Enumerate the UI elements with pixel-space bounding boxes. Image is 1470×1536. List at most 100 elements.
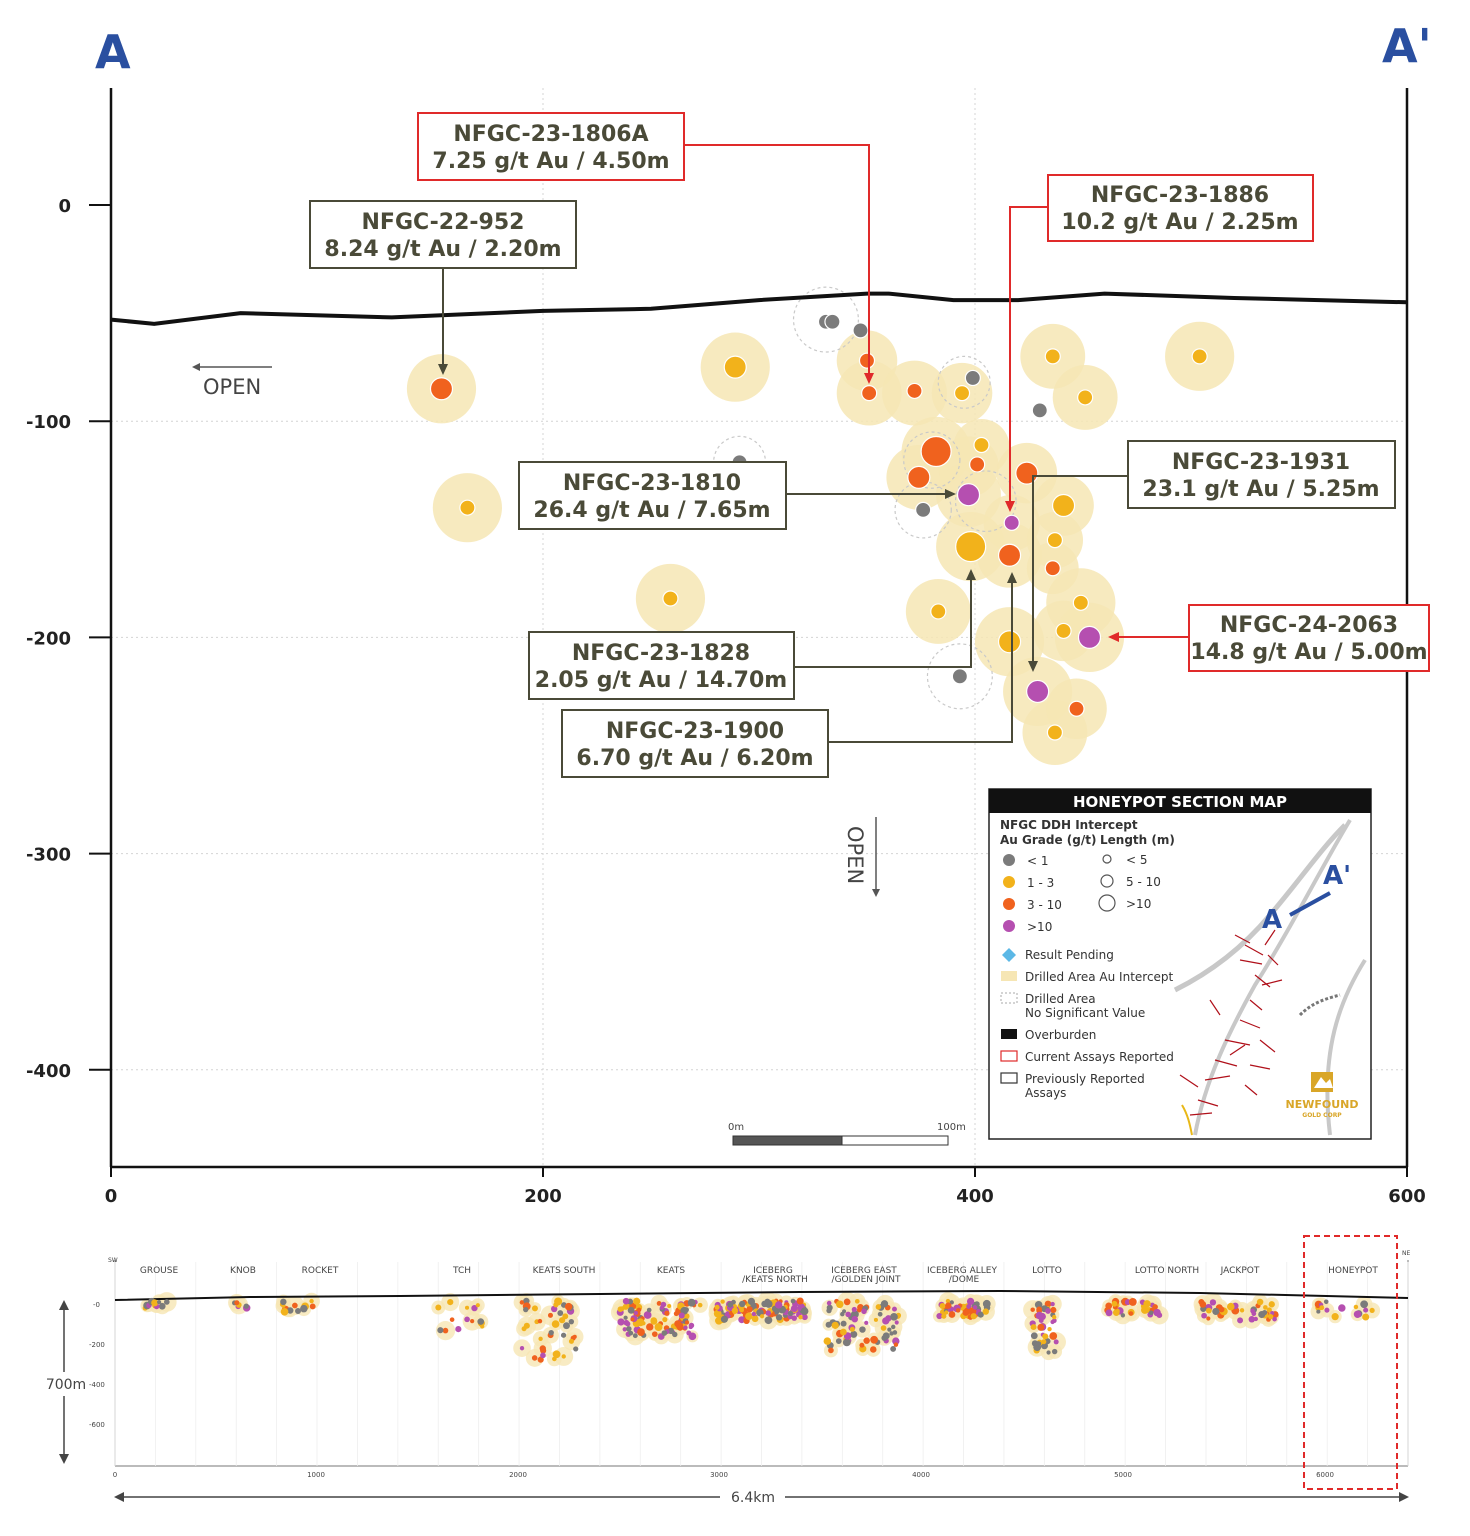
long-point bbox=[442, 1327, 449, 1334]
y-tick-label: -400 bbox=[26, 1061, 71, 1082]
long-point bbox=[475, 1303, 480, 1308]
long-point bbox=[955, 1308, 961, 1313]
intercept-point bbox=[1072, 594, 1089, 611]
long-point bbox=[568, 1338, 574, 1344]
callout-1806a-value: 7.25 g/t Au / 4.50m bbox=[432, 149, 669, 174]
long-point bbox=[835, 1338, 842, 1344]
depth-label: 700m bbox=[46, 1377, 86, 1393]
long-point bbox=[882, 1332, 890, 1340]
intercept-point bbox=[907, 465, 931, 490]
long-point bbox=[949, 1300, 954, 1305]
long-point bbox=[877, 1311, 883, 1317]
long-point bbox=[828, 1347, 834, 1354]
intercept-point bbox=[920, 435, 952, 468]
intercept-point bbox=[906, 382, 923, 400]
no-significant-area bbox=[954, 470, 1017, 533]
long-point bbox=[836, 1300, 844, 1309]
long-point bbox=[659, 1305, 665, 1310]
long-point bbox=[1237, 1317, 1244, 1324]
long-point bbox=[1152, 1304, 1158, 1310]
long-point bbox=[656, 1301, 662, 1306]
zone-lotto: LOTTO bbox=[1032, 1266, 1062, 1276]
long-point bbox=[1353, 1310, 1362, 1319]
long-point bbox=[936, 1313, 943, 1320]
intercept-point bbox=[997, 630, 1022, 654]
intercept-point bbox=[662, 590, 679, 607]
long-point bbox=[157, 1299, 162, 1305]
long-point bbox=[523, 1306, 529, 1313]
intercept-point bbox=[955, 530, 987, 563]
callout-1810-id: NFGC-23-1810 bbox=[563, 471, 741, 496]
long-point bbox=[1128, 1311, 1134, 1316]
long-point bbox=[1256, 1298, 1264, 1306]
long-point bbox=[859, 1342, 865, 1348]
long-point bbox=[775, 1314, 783, 1321]
long-point bbox=[1212, 1307, 1220, 1315]
open-down-arrow-icon bbox=[872, 889, 880, 897]
zone-tch: TCH bbox=[452, 1266, 471, 1276]
long-point bbox=[739, 1300, 746, 1308]
intercept-point bbox=[1044, 348, 1061, 365]
long-point bbox=[664, 1310, 670, 1316]
long-point bbox=[1053, 1339, 1059, 1345]
long-point bbox=[869, 1346, 877, 1353]
long-point bbox=[295, 1307, 302, 1314]
long-point bbox=[892, 1330, 898, 1335]
long-point bbox=[1035, 1311, 1044, 1320]
long-point bbox=[787, 1310, 794, 1317]
intercept-points bbox=[429, 313, 1208, 741]
zone-dome: /DOME bbox=[949, 1275, 980, 1285]
zone-rocket: ROCKET bbox=[302, 1266, 339, 1276]
intercept-point bbox=[1051, 493, 1076, 518]
long-section: SW NE GROUSE KNOB ROCKET TCH KEATS SOUTH… bbox=[46, 1235, 1410, 1506]
axis-ticks: 0 -100 -200 -300 -400 0 200 400 600 bbox=[26, 196, 1426, 1207]
x-tick-label: 600 bbox=[1388, 1186, 1426, 1207]
long-point bbox=[234, 1300, 240, 1306]
long-point bbox=[1045, 1308, 1051, 1314]
section-end-a: A bbox=[95, 25, 131, 79]
depth-arrow-down-icon bbox=[59, 1454, 69, 1464]
legend-grade-3-10: 3 - 10 bbox=[1027, 898, 1062, 912]
long-point bbox=[840, 1328, 847, 1336]
long-point bbox=[790, 1304, 798, 1313]
long-point bbox=[568, 1318, 575, 1325]
long-point bbox=[894, 1320, 899, 1325]
long-ne-label: NE bbox=[1402, 1250, 1410, 1257]
long-point bbox=[1248, 1316, 1256, 1323]
long-point bbox=[1046, 1350, 1051, 1355]
arrowhead-1810-icon bbox=[945, 489, 956, 499]
y-tick-label: 0 bbox=[58, 196, 71, 217]
long-point bbox=[1263, 1305, 1268, 1310]
intercept-point bbox=[861, 384, 878, 402]
long-point bbox=[1050, 1306, 1057, 1314]
legend-overburden-swatch bbox=[1001, 1029, 1017, 1039]
long-point bbox=[688, 1322, 695, 1329]
legend-length-header: Length (m) bbox=[1100, 833, 1175, 847]
intercept-point bbox=[1026, 679, 1050, 704]
intercept-point bbox=[956, 483, 981, 507]
long-point bbox=[791, 1315, 798, 1321]
y-tick-label: -100 bbox=[26, 412, 71, 433]
long-point bbox=[471, 1304, 478, 1312]
long-point bbox=[662, 1316, 668, 1323]
long-sw-label: SW bbox=[108, 1257, 118, 1264]
intercept-point bbox=[1077, 389, 1094, 406]
long-point bbox=[435, 1304, 442, 1311]
callout-nfgc-22-952: NFGC-22-952 8.24 g/t Au / 2.20m bbox=[309, 200, 577, 269]
intercept-point bbox=[951, 668, 968, 685]
inset-a-label: A bbox=[1262, 905, 1282, 935]
long-point bbox=[1258, 1311, 1266, 1319]
connector-1828 bbox=[794, 571, 972, 668]
callout-1828-id: NFGC-23-1828 bbox=[572, 641, 750, 666]
long-point bbox=[739, 1307, 745, 1313]
long-point bbox=[1251, 1311, 1257, 1317]
long-point bbox=[880, 1325, 887, 1331]
legend-length-small-circle bbox=[1102, 854, 1112, 864]
long-point bbox=[1316, 1309, 1321, 1314]
long-point bbox=[864, 1320, 869, 1325]
long-point bbox=[1140, 1306, 1149, 1314]
no-significant-area bbox=[792, 286, 859, 353]
long-point bbox=[765, 1310, 771, 1316]
long-point bbox=[627, 1306, 635, 1314]
no-significant-area bbox=[937, 355, 991, 409]
